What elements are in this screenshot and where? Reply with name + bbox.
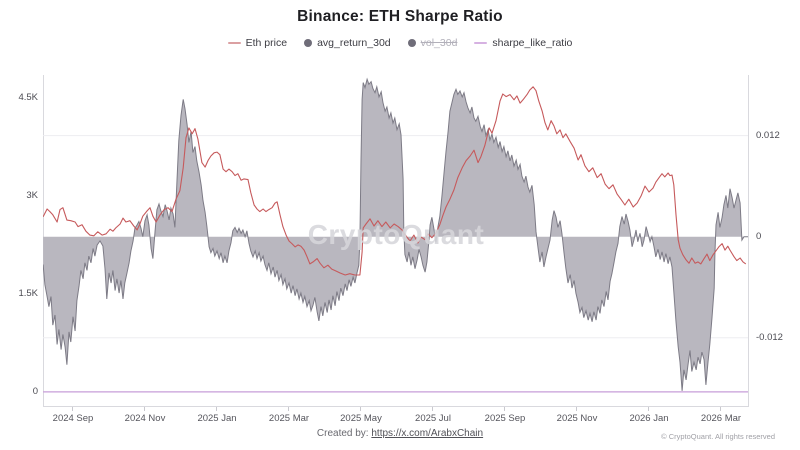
right-axis-tick-label: 0.012: [756, 130, 780, 141]
x-axis-tick-label: 2024 Nov: [124, 413, 166, 424]
x-axis-tick: [504, 407, 505, 411]
left-axis-tick-label: 1.5K: [18, 288, 38, 299]
page-title: Binance: ETH Sharpe Ratio: [297, 8, 503, 25]
legend-line-marker: [227, 42, 241, 44]
legend-item-avg-return-30d[interactable]: avg_return_30d: [304, 37, 391, 49]
x-axis-tick: [360, 407, 361, 411]
legend-label: avg_return_30d: [317, 37, 391, 49]
avg-return-area: [43, 79, 748, 391]
legend-circle-marker: [407, 39, 416, 47]
left-axis-tick-label: 4.5K: [18, 92, 38, 103]
avg-return-outline: [43, 77, 748, 391]
x-axis-tick-label: 2025 Mar: [268, 413, 310, 424]
x-axis-tick-label: 2025 May: [340, 413, 382, 424]
x-axis-tick: [216, 407, 217, 411]
copyright-notice: © CryptoQuant. All rights reserved: [661, 432, 775, 441]
eth-price-line: [43, 86, 747, 276]
legend-item-sharpe-like-ratio[interactable]: sharpe_like_ratio: [474, 37, 572, 49]
creator-link[interactable]: https://x.com/ArabxChain: [371, 428, 484, 439]
legend-label: vol_30d: [420, 37, 458, 49]
x-axis-tick-label: 2024 Sep: [52, 413, 94, 424]
x-axis-tick: [432, 407, 433, 411]
legend-item-vol-30d[interactable]: vol_30d: [407, 37, 458, 49]
legend-item-eth-price[interactable]: Eth price: [227, 37, 288, 49]
right-axis-tick-label: -0.012: [756, 332, 783, 343]
x-axis-tick: [648, 407, 649, 411]
created-by-label: Created by:: [316, 428, 369, 439]
x-axis-tick-label: 2025 Nov: [556, 413, 598, 424]
legend-circle-marker: [304, 39, 313, 47]
left-axis-tick-label: 0: [32, 386, 38, 397]
x-axis-line: [43, 406, 749, 407]
legend: Eth price avg_return_30d vol_30d sharpe_lik…: [0, 37, 800, 49]
right-axis-line: [748, 75, 749, 406]
legend-label: sharpe_like_ratio: [492, 37, 573, 49]
x-axis-tick: [288, 407, 289, 411]
x-axis-tick: [72, 407, 73, 411]
legend-line-marker: [474, 42, 488, 44]
legend-label: Eth price: [245, 37, 288, 49]
x-axis-tick: [720, 407, 721, 411]
x-axis-tick-label: 2026 Jan: [629, 413, 669, 424]
x-axis-tick-label: 2025 Sep: [484, 413, 526, 424]
x-axis-tick-label: 2025 Jul: [415, 413, 451, 424]
footer-created-by: Created by: https://x.com/ArabxChain: [0, 428, 800, 439]
x-axis-tick-label: 2026 Mar: [700, 413, 742, 424]
x-axis-tick: [576, 407, 577, 411]
right-axis-tick-label: 0: [756, 231, 762, 242]
x-axis-tick: [144, 407, 145, 411]
x-axis-tick-label: 2025 Jan: [197, 413, 237, 424]
left-axis-tick-label: 3K: [26, 190, 38, 201]
